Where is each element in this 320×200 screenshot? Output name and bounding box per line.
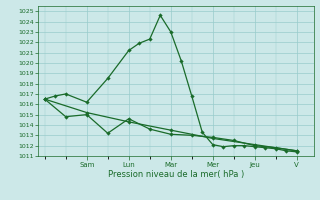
X-axis label: Pression niveau de la mer( hPa ): Pression niveau de la mer( hPa ) xyxy=(108,170,244,179)
